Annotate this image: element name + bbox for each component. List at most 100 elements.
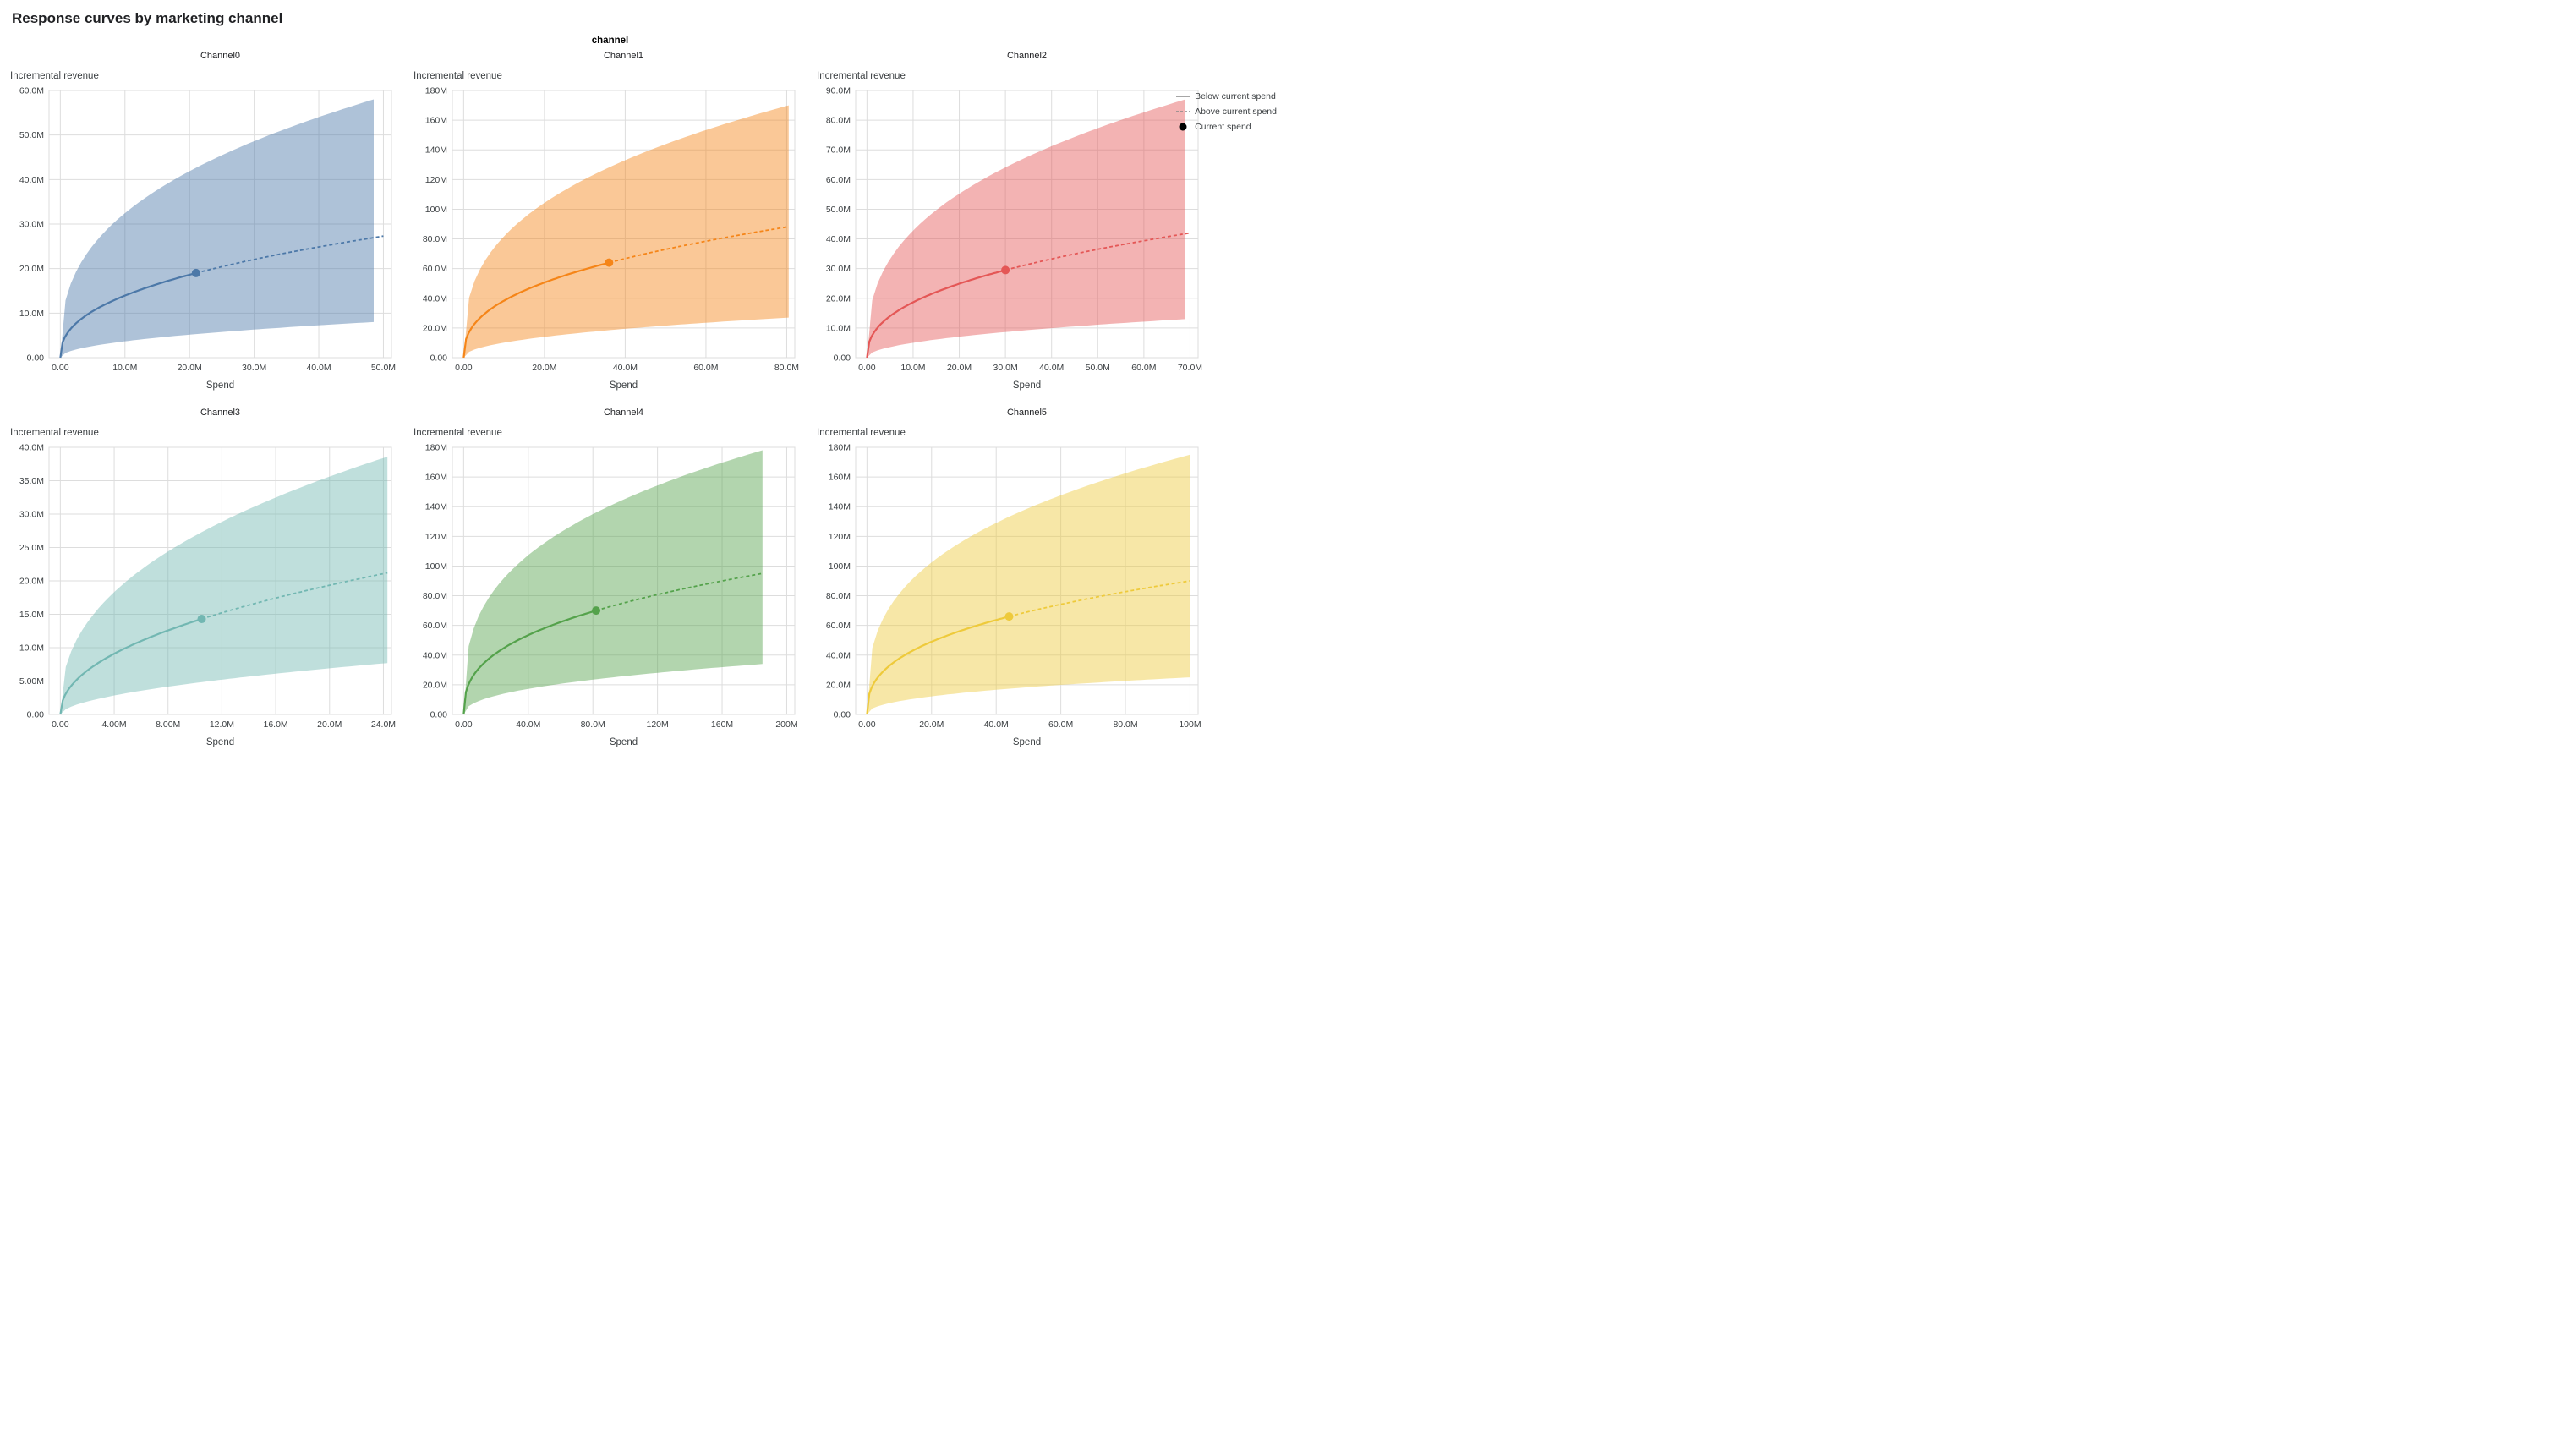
y-tick-label: 30.0M bbox=[19, 510, 44, 520]
x-axis-title: Spend bbox=[609, 380, 638, 391]
chart-channel4: Channel4 Incremental revenue 0.00 20.0M 40… bbox=[413, 408, 807, 747]
y-tick-label: 100M bbox=[425, 205, 447, 215]
x-tick-label: 100M bbox=[1179, 720, 1201, 730]
y-tick-label: 35.0M bbox=[19, 476, 44, 486]
y-axis-title: Incremental revenue bbox=[10, 428, 99, 438]
y-tick-label: 20.0M bbox=[19, 264, 44, 274]
channel2-plot: 0.00 10.0M 20.0M 30.0M 40.0M 50.0M 60.0M 70.0M 8… bbox=[826, 86, 1202, 374]
current-spend-dot bbox=[1004, 612, 1014, 621]
x-tick-label: 50.0M bbox=[371, 363, 396, 373]
above-current-spend-line bbox=[609, 226, 787, 264]
y-tick-label: 60.0M bbox=[826, 175, 851, 185]
y-axis-title: Incremental revenue bbox=[10, 71, 99, 81]
confidence-band bbox=[60, 99, 375, 358]
x-tick-label: 40.0M bbox=[516, 720, 540, 730]
y-tick-label: 30.0M bbox=[826, 264, 851, 274]
x-tick-label: 120M bbox=[646, 720, 668, 730]
x-tick-label: 4.00M bbox=[101, 720, 126, 730]
plot-border bbox=[48, 446, 392, 715]
legend-item-current-spend: Current spend bbox=[1175, 122, 1277, 132]
y-tick-label: 140M bbox=[425, 502, 447, 512]
y-tick-label: 140M bbox=[425, 145, 447, 156]
dot-icon bbox=[1179, 123, 1187, 131]
x-tick-label: 16.0M bbox=[263, 720, 287, 730]
y-tick-label: 10.0M bbox=[19, 309, 44, 319]
y-tick-label: 40.0M bbox=[423, 293, 447, 304]
y-tick-label: 0.00 bbox=[430, 710, 448, 720]
x-tick-label: 24.0M bbox=[371, 720, 396, 730]
x-tick-label: 60.0M bbox=[1131, 363, 1156, 373]
x-axis-title: Spend bbox=[1012, 737, 1042, 747]
facet-header: channel bbox=[591, 36, 629, 46]
x-tick-label: 30.0M bbox=[242, 363, 266, 373]
y-tick-label: 15.0M bbox=[19, 610, 44, 620]
confidence-band bbox=[463, 450, 763, 714]
x-tick-label: 0.00 bbox=[858, 720, 876, 730]
y-tick-label: 70.0M bbox=[826, 145, 851, 156]
below-current-spend-line bbox=[59, 617, 202, 715]
y-tick-label: 10.0M bbox=[19, 643, 44, 654]
x-tick-label: 40.0M bbox=[1039, 363, 1064, 373]
below-current-spend-line bbox=[462, 261, 610, 359]
x-tick-label: 80.0M bbox=[581, 720, 605, 730]
above-current-spend-line bbox=[595, 572, 763, 611]
y-tick-label: 0.00 bbox=[834, 710, 851, 720]
y-tick-label: 100M bbox=[425, 561, 447, 572]
plot-border bbox=[48, 90, 392, 359]
y-tick-label: 10.0M bbox=[826, 323, 851, 333]
legend-item-below-current-spend: Below current spend bbox=[1175, 91, 1277, 101]
y-tick-label: 20.0M bbox=[826, 680, 851, 690]
legend: Below current spend Above current spend … bbox=[1175, 91, 1277, 132]
y-tick-label: 20.0M bbox=[423, 323, 447, 333]
y-tick-label: 120M bbox=[829, 532, 851, 542]
x-tick-label: 20.0M bbox=[532, 363, 556, 373]
y-tick-label: 160M bbox=[425, 116, 447, 126]
confidence-band bbox=[867, 454, 1190, 714]
x-tick-label: 40.0M bbox=[613, 363, 638, 373]
current-spend-dot bbox=[1001, 265, 1010, 275]
confidence-band bbox=[463, 105, 789, 358]
current-spend-dot bbox=[605, 258, 614, 267]
above-current-spend-line bbox=[1009, 580, 1190, 617]
chart-title: Channel2 bbox=[1006, 51, 1048, 61]
channel3-plot: 0.00 5.00M 10.0M 15.0M 20.0M 25.0M 30.0M 35.0M 4… bbox=[19, 443, 396, 731]
chart-channel3: Channel3 Incremental revenue 0.00 5.00M 10… bbox=[10, 408, 403, 747]
y-tick-label: 60.0M bbox=[423, 621, 447, 631]
x-tick-label: 20.0M bbox=[317, 720, 342, 730]
current-spend-dot bbox=[191, 268, 200, 277]
above-current-spend-line bbox=[1004, 232, 1190, 271]
y-tick-label: 0.00 bbox=[430, 353, 448, 364]
x-tick-label: 8.00M bbox=[156, 720, 180, 730]
x-tick-label: 200M bbox=[775, 720, 797, 730]
y-axis-title: Incremental revenue bbox=[817, 71, 906, 81]
x-axis-title: Spend bbox=[1012, 380, 1042, 391]
solid-line-icon bbox=[1176, 96, 1190, 97]
y-tick-label: 40.0M bbox=[19, 175, 44, 185]
x-tick-label: 160M bbox=[711, 720, 733, 730]
x-tick-label: 20.0M bbox=[947, 363, 972, 373]
chart-title: Channel0 bbox=[200, 51, 241, 61]
y-tick-label: 160M bbox=[829, 473, 851, 483]
y-tick-label: 80.0M bbox=[423, 591, 447, 601]
plot-border bbox=[855, 90, 1199, 359]
y-tick-label: 180M bbox=[425, 443, 447, 453]
x-tick-label: 0.00 bbox=[455, 720, 473, 730]
y-tick-label: 20.0M bbox=[826, 293, 851, 304]
y-tick-label: 30.0M bbox=[19, 220, 44, 230]
y-tick-label: 40.0M bbox=[423, 650, 447, 660]
x-tick-label: 10.0M bbox=[900, 363, 925, 373]
chart-channel0: Channel0 Incremental revenue 0.00 10.0M 20… bbox=[10, 51, 403, 391]
y-tick-label: 0.00 bbox=[27, 710, 45, 720]
x-tick-label: 40.0M bbox=[984, 720, 1009, 730]
y-tick-label: 0.00 bbox=[27, 353, 45, 364]
y-tick-label: 20.0M bbox=[423, 680, 447, 690]
x-tick-label: 40.0M bbox=[306, 363, 331, 373]
y-axis-title: Incremental revenue bbox=[413, 71, 502, 81]
x-tick-label: 10.0M bbox=[112, 363, 137, 373]
y-tick-label: 40.0M bbox=[826, 234, 851, 244]
y-tick-label: 60.0M bbox=[423, 264, 447, 274]
channel0-plot: 0.00 10.0M 20.0M 30.0M 40.0M 50.0M 60.0M 0.00 10… bbox=[19, 86, 396, 374]
legend-label: Above current spend bbox=[1195, 107, 1277, 117]
channel1-plot: 0.00 20.0M 40.0M 60.0M 80.0M 100M 120M 140M 160M… bbox=[423, 86, 799, 374]
plot-border bbox=[452, 90, 796, 359]
